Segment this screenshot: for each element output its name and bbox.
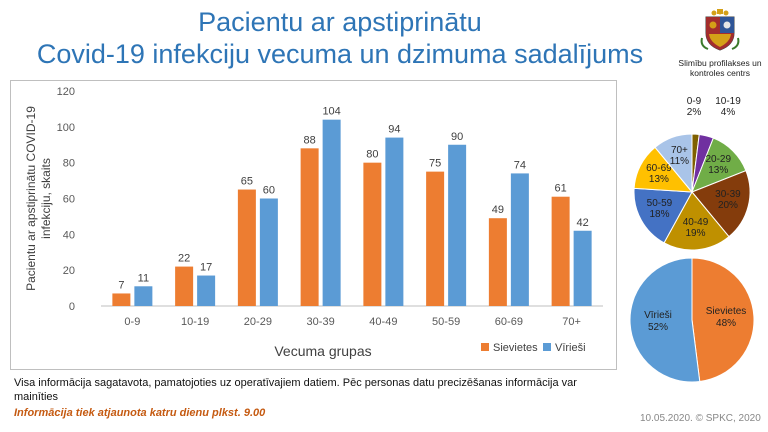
pie-percent: 11% — [670, 156, 689, 167]
pie-percent: 2% — [687, 107, 702, 118]
x-tick-label: 20-29 — [244, 316, 272, 328]
data-label: 49 — [492, 204, 504, 216]
pie-percent: 18% — [649, 209, 669, 220]
sex-pie-chart: Sievietes 48% Vīrieši 52% — [622, 256, 762, 386]
pie-label: 10-19 — [715, 96, 741, 107]
pie-label: 30-39 — [715, 189, 741, 200]
spkc-logo: Slimību profilakses un kontroles centrs — [672, 8, 768, 78]
pie-label: Sievietes — [706, 306, 747, 317]
data-label: 104 — [322, 106, 340, 118]
age-pie-svg: 0-92%10-194%20-2913%30-3920%40-4919%50-5… — [633, 96, 751, 251]
bar-female — [300, 148, 319, 306]
pie-slice — [654, 133, 693, 194]
pie-label: 20-29 — [705, 154, 731, 165]
data-label: 7 — [118, 279, 124, 291]
y-tick-label: 120 — [57, 86, 75, 98]
y-tick-label: 0 — [69, 301, 75, 313]
y-axis-label-line: Pacientu ar apstiprinātu COVID-19 — [24, 106, 38, 291]
y-tick-label: 20 — [63, 265, 75, 277]
bar-male — [385, 137, 404, 306]
pie-slice — [629, 257, 701, 383]
data-disclaimer: Visa informācija sagatavota, pamatojotie… — [14, 377, 577, 403]
bar-female — [363, 162, 382, 306]
pie-percent: 52% — [648, 322, 668, 333]
pie-percent: 20% — [718, 200, 738, 211]
data-label: 60 — [263, 185, 275, 197]
bar-female — [488, 218, 507, 306]
pie-label: 50-59 — [647, 198, 673, 209]
bar-female — [551, 196, 570, 306]
data-label: 22 — [178, 253, 190, 265]
y-tick-label: 60 — [63, 194, 75, 206]
legend-swatch — [543, 343, 551, 351]
data-label: 11 — [138, 272, 149, 284]
data-label: 65 — [241, 176, 253, 188]
x-axis-label: Vecuma grupas — [274, 343, 371, 359]
bar-female — [112, 293, 131, 306]
x-tick-label: 70+ — [562, 316, 581, 328]
data-label: 61 — [555, 183, 567, 195]
data-label: 90 — [451, 131, 463, 143]
bar-male — [322, 119, 341, 306]
x-tick-label: 30-39 — [307, 316, 335, 328]
y-axis-label: Pacientu ar apstiprinātu COVID-19infekci… — [24, 106, 53, 291]
date-copyright: 10.05.2020. © SPKC, 2020 — [640, 413, 761, 424]
pie-percent: 48% — [716, 318, 736, 329]
y-tick-label: 40 — [63, 229, 75, 241]
pie-percent: 13% — [708, 165, 728, 176]
bar-female — [426, 171, 445, 306]
logo-text: Slimību profilakses un kontroles centrs — [678, 58, 762, 78]
x-tick-label: 0-9 — [124, 316, 140, 328]
pie-slice — [663, 191, 730, 251]
x-tick-label: 60-69 — [495, 316, 523, 328]
legend-label: Vīrieši — [555, 342, 586, 354]
pie-percent: 19% — [685, 228, 705, 239]
bar-female — [175, 266, 194, 306]
pie-label: 0-9 — [687, 96, 702, 107]
bar-male — [134, 286, 153, 306]
pie-label: 40-49 — [683, 217, 709, 228]
y-tick-label: 80 — [63, 158, 75, 170]
pie-label: 70+ — [671, 145, 688, 156]
pie-slice — [691, 257, 755, 383]
age-sex-bar-chart: 0 20 40 60 80 100 120 Pacientu ar apstiprinātu … — [10, 80, 617, 370]
bar-male — [573, 230, 592, 306]
data-label: 17 — [200, 262, 212, 274]
data-label: 74 — [514, 159, 526, 171]
bar-male — [448, 144, 467, 306]
coat-of-arms-icon — [700, 9, 740, 51]
bar-male — [259, 198, 278, 306]
data-label: 88 — [304, 134, 316, 146]
pie-percent: 13% — [649, 174, 669, 185]
y-axis-label-line: infekciju, skaits — [39, 158, 53, 239]
bar-chart-svg: 0 20 40 60 80 100 120 Pacientu ar apstiprinātu … — [24, 86, 603, 359]
y-tick-label: 100 — [57, 122, 75, 134]
pie-label: 60-69 — [646, 163, 672, 174]
pie-slice — [633, 187, 693, 244]
x-tick-label: 10-19 — [181, 316, 209, 328]
bar-male — [197, 275, 216, 306]
data-label: 80 — [366, 149, 378, 161]
update-notice: Informācija tiek atjaunota katru dienu p… — [14, 407, 266, 419]
x-tick-label: 40-49 — [369, 316, 397, 328]
data-label: 42 — [577, 217, 589, 229]
pie-label: Vīrieši — [644, 310, 672, 321]
x-tick-label: 50-59 — [432, 316, 460, 328]
pie-percent: 4% — [721, 107, 736, 118]
bar-male — [510, 173, 529, 306]
pie-slice — [691, 169, 751, 238]
title-line-1: Pacientu ar apstiprinātu — [198, 7, 482, 37]
legend-swatch — [481, 343, 489, 351]
data-label: 75 — [429, 158, 441, 170]
legend-label: Sievietes — [493, 342, 538, 354]
data-label: 94 — [388, 124, 400, 136]
age-pie-chart: 0-9 2% 10-19 4% 20-29 13% 30-39 20% 40-49 19% 50-5… — [622, 92, 762, 254]
page-title: Pacientu ar apstiprinātu Covid-19 infekc… — [0, 6, 680, 70]
bar-female — [237, 189, 256, 306]
title-line-2: Covid-19 infekciju vecuma un dzimuma sad… — [36, 39, 644, 69]
